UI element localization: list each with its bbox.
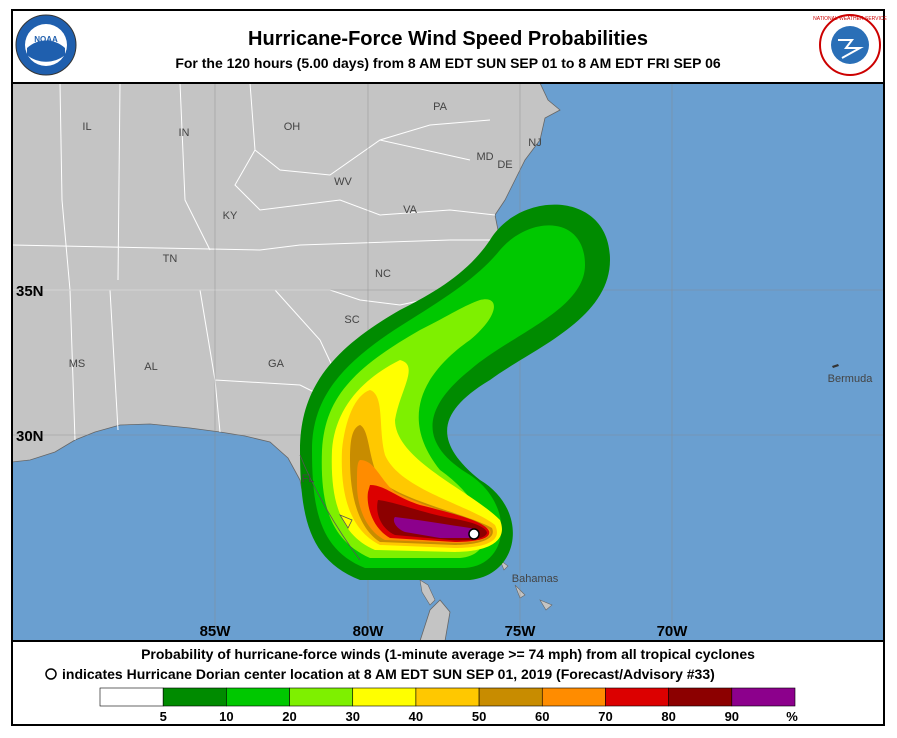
place-label: Bahamas bbox=[512, 573, 559, 585]
lon-label: 80W bbox=[353, 623, 385, 640]
lon-label: 75W bbox=[505, 623, 537, 640]
legend-unit: % bbox=[786, 709, 798, 724]
map: PA NJ IL IN OH MD DE WV KY VA TN NC SC M… bbox=[12, 83, 884, 641]
state-label: VA bbox=[403, 204, 418, 216]
legend-label: 80 bbox=[661, 709, 675, 724]
legend-swatch bbox=[289, 687, 354, 707]
state-label: NC bbox=[375, 268, 391, 280]
swath-level bbox=[393, 517, 480, 538]
state-label: NJ bbox=[528, 137, 541, 149]
place-label: Bermuda bbox=[828, 373, 874, 385]
title: Hurricane-Force Wind Speed Probabilities bbox=[248, 28, 648, 50]
state-label: FL bbox=[302, 473, 315, 485]
state-label: KY bbox=[223, 210, 238, 222]
legend-label: 40 bbox=[409, 709, 423, 724]
state-label: IL bbox=[82, 121, 91, 133]
legend-swatch bbox=[99, 687, 164, 707]
legend-swatch bbox=[415, 687, 480, 707]
lat-label: 30N bbox=[16, 428, 44, 445]
state-label: PA bbox=[433, 101, 448, 113]
noaa-logo: NOAA bbox=[15, 14, 77, 76]
legend-swatch bbox=[541, 687, 606, 707]
legend-swatch bbox=[352, 687, 417, 707]
lat-label: 35N bbox=[16, 283, 44, 300]
grid bbox=[12, 83, 884, 641]
probability-swath bbox=[300, 204, 610, 580]
state-label: DE bbox=[497, 159, 512, 171]
logo-text: NOAA bbox=[34, 35, 58, 44]
legend-label: 50 bbox=[472, 709, 486, 724]
legend-label: 5 bbox=[160, 709, 167, 724]
legend-swatch bbox=[162, 687, 227, 707]
legend-label: 70 bbox=[598, 709, 612, 724]
legend-label: 90 bbox=[725, 709, 739, 724]
nws-logo: NATIONAL WEATHER SERVICE bbox=[813, 14, 888, 76]
state-label: IN bbox=[179, 127, 190, 139]
lon-label: 85W bbox=[200, 623, 232, 640]
island bbox=[419, 559, 553, 611]
state-label: TN bbox=[163, 253, 178, 265]
state-label: AL bbox=[144, 361, 157, 373]
map-border bbox=[11, 82, 885, 642]
legend-label: 20 bbox=[282, 709, 296, 724]
legend-label: 60 bbox=[535, 709, 549, 724]
state-label: WV bbox=[334, 176, 352, 188]
coastline-detail bbox=[299, 454, 361, 561]
state-label: MD bbox=[476, 151, 493, 163]
legend-label: 30 bbox=[345, 709, 359, 724]
logo-text: NATIONAL WEATHER SERVICE bbox=[813, 16, 887, 22]
lon-label: 70W bbox=[657, 623, 689, 640]
land bbox=[419, 599, 451, 641]
storm-center bbox=[468, 528, 480, 540]
state-labels: PA NJ IL IN OH MD DE WV KY VA TN NC SC M… bbox=[69, 101, 873, 585]
state-label: SC bbox=[344, 314, 359, 326]
footer-line: indicates Hurricane Dorian center locati… bbox=[62, 666, 715, 682]
subtitle: For the 120 hours (5.00 days) from 8 AM … bbox=[175, 55, 721, 71]
legend-swatch bbox=[226, 687, 290, 707]
legend-swatch bbox=[731, 687, 796, 707]
footer-line: Probability of hurricane-force winds (1-… bbox=[141, 646, 755, 662]
legend-swatch bbox=[668, 687, 733, 707]
state-label: MS bbox=[69, 358, 86, 370]
storm-symbol bbox=[45, 668, 57, 680]
island bbox=[832, 364, 839, 368]
legend-swatch bbox=[478, 687, 543, 707]
state-label: OH bbox=[284, 121, 301, 133]
legend: 5 10 20 30 40 50 60 70 80 90% bbox=[99, 687, 798, 724]
legend-label: 10 bbox=[219, 709, 233, 724]
legend-swatch bbox=[605, 687, 669, 707]
state-label: GA bbox=[268, 358, 285, 370]
